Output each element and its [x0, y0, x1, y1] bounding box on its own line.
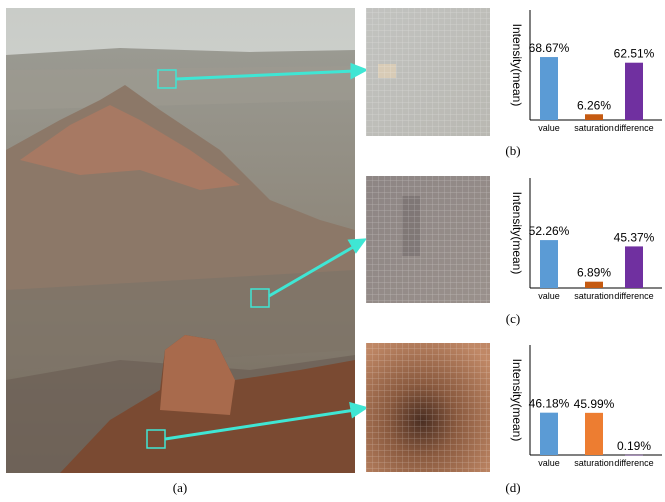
x-tick-label: difference — [614, 123, 653, 133]
bar — [625, 246, 643, 288]
value-label: 6.26% — [577, 98, 611, 112]
bar — [585, 412, 603, 455]
x-tick-label: saturation — [574, 291, 614, 301]
x-tick-label: value — [538, 291, 560, 301]
value-label: 68.67% — [529, 41, 570, 55]
caption: (d) — [505, 480, 520, 495]
y-axis-label: Intensity(mean) — [510, 192, 524, 275]
x-tick-label: difference — [614, 458, 653, 468]
x-tick-label: value — [538, 123, 560, 133]
value-label: 45.99% — [574, 397, 615, 411]
x-tick-label: difference — [614, 291, 653, 301]
value-label: 45.37% — [614, 230, 655, 244]
y-axis-label: Intensity(mean) — [510, 24, 524, 107]
photo — [6, 8, 355, 473]
bar — [540, 240, 558, 288]
y-axis-label: Intensity(mean) — [510, 359, 524, 442]
patches — [366, 8, 490, 472]
x-tick-label: saturation — [574, 458, 614, 468]
value-label: 46.18% — [529, 397, 570, 411]
caption: (b) — [505, 143, 520, 158]
bar — [625, 62, 643, 120]
x-tick-label: value — [538, 458, 560, 468]
bar — [540, 57, 558, 120]
bar — [540, 412, 558, 455]
value-label: 62.51% — [614, 47, 655, 61]
caption: (a) — [173, 480, 187, 495]
caption: (c) — [506, 311, 520, 326]
x-tick-label: saturation — [574, 123, 614, 133]
bar — [585, 114, 603, 120]
value-label: 0.19% — [617, 439, 651, 453]
bar — [585, 281, 603, 288]
bar — [625, 454, 643, 456]
value-label: 52.26% — [529, 224, 570, 238]
value-label: 6.89% — [577, 266, 611, 280]
arrows — [164, 62, 369, 441]
